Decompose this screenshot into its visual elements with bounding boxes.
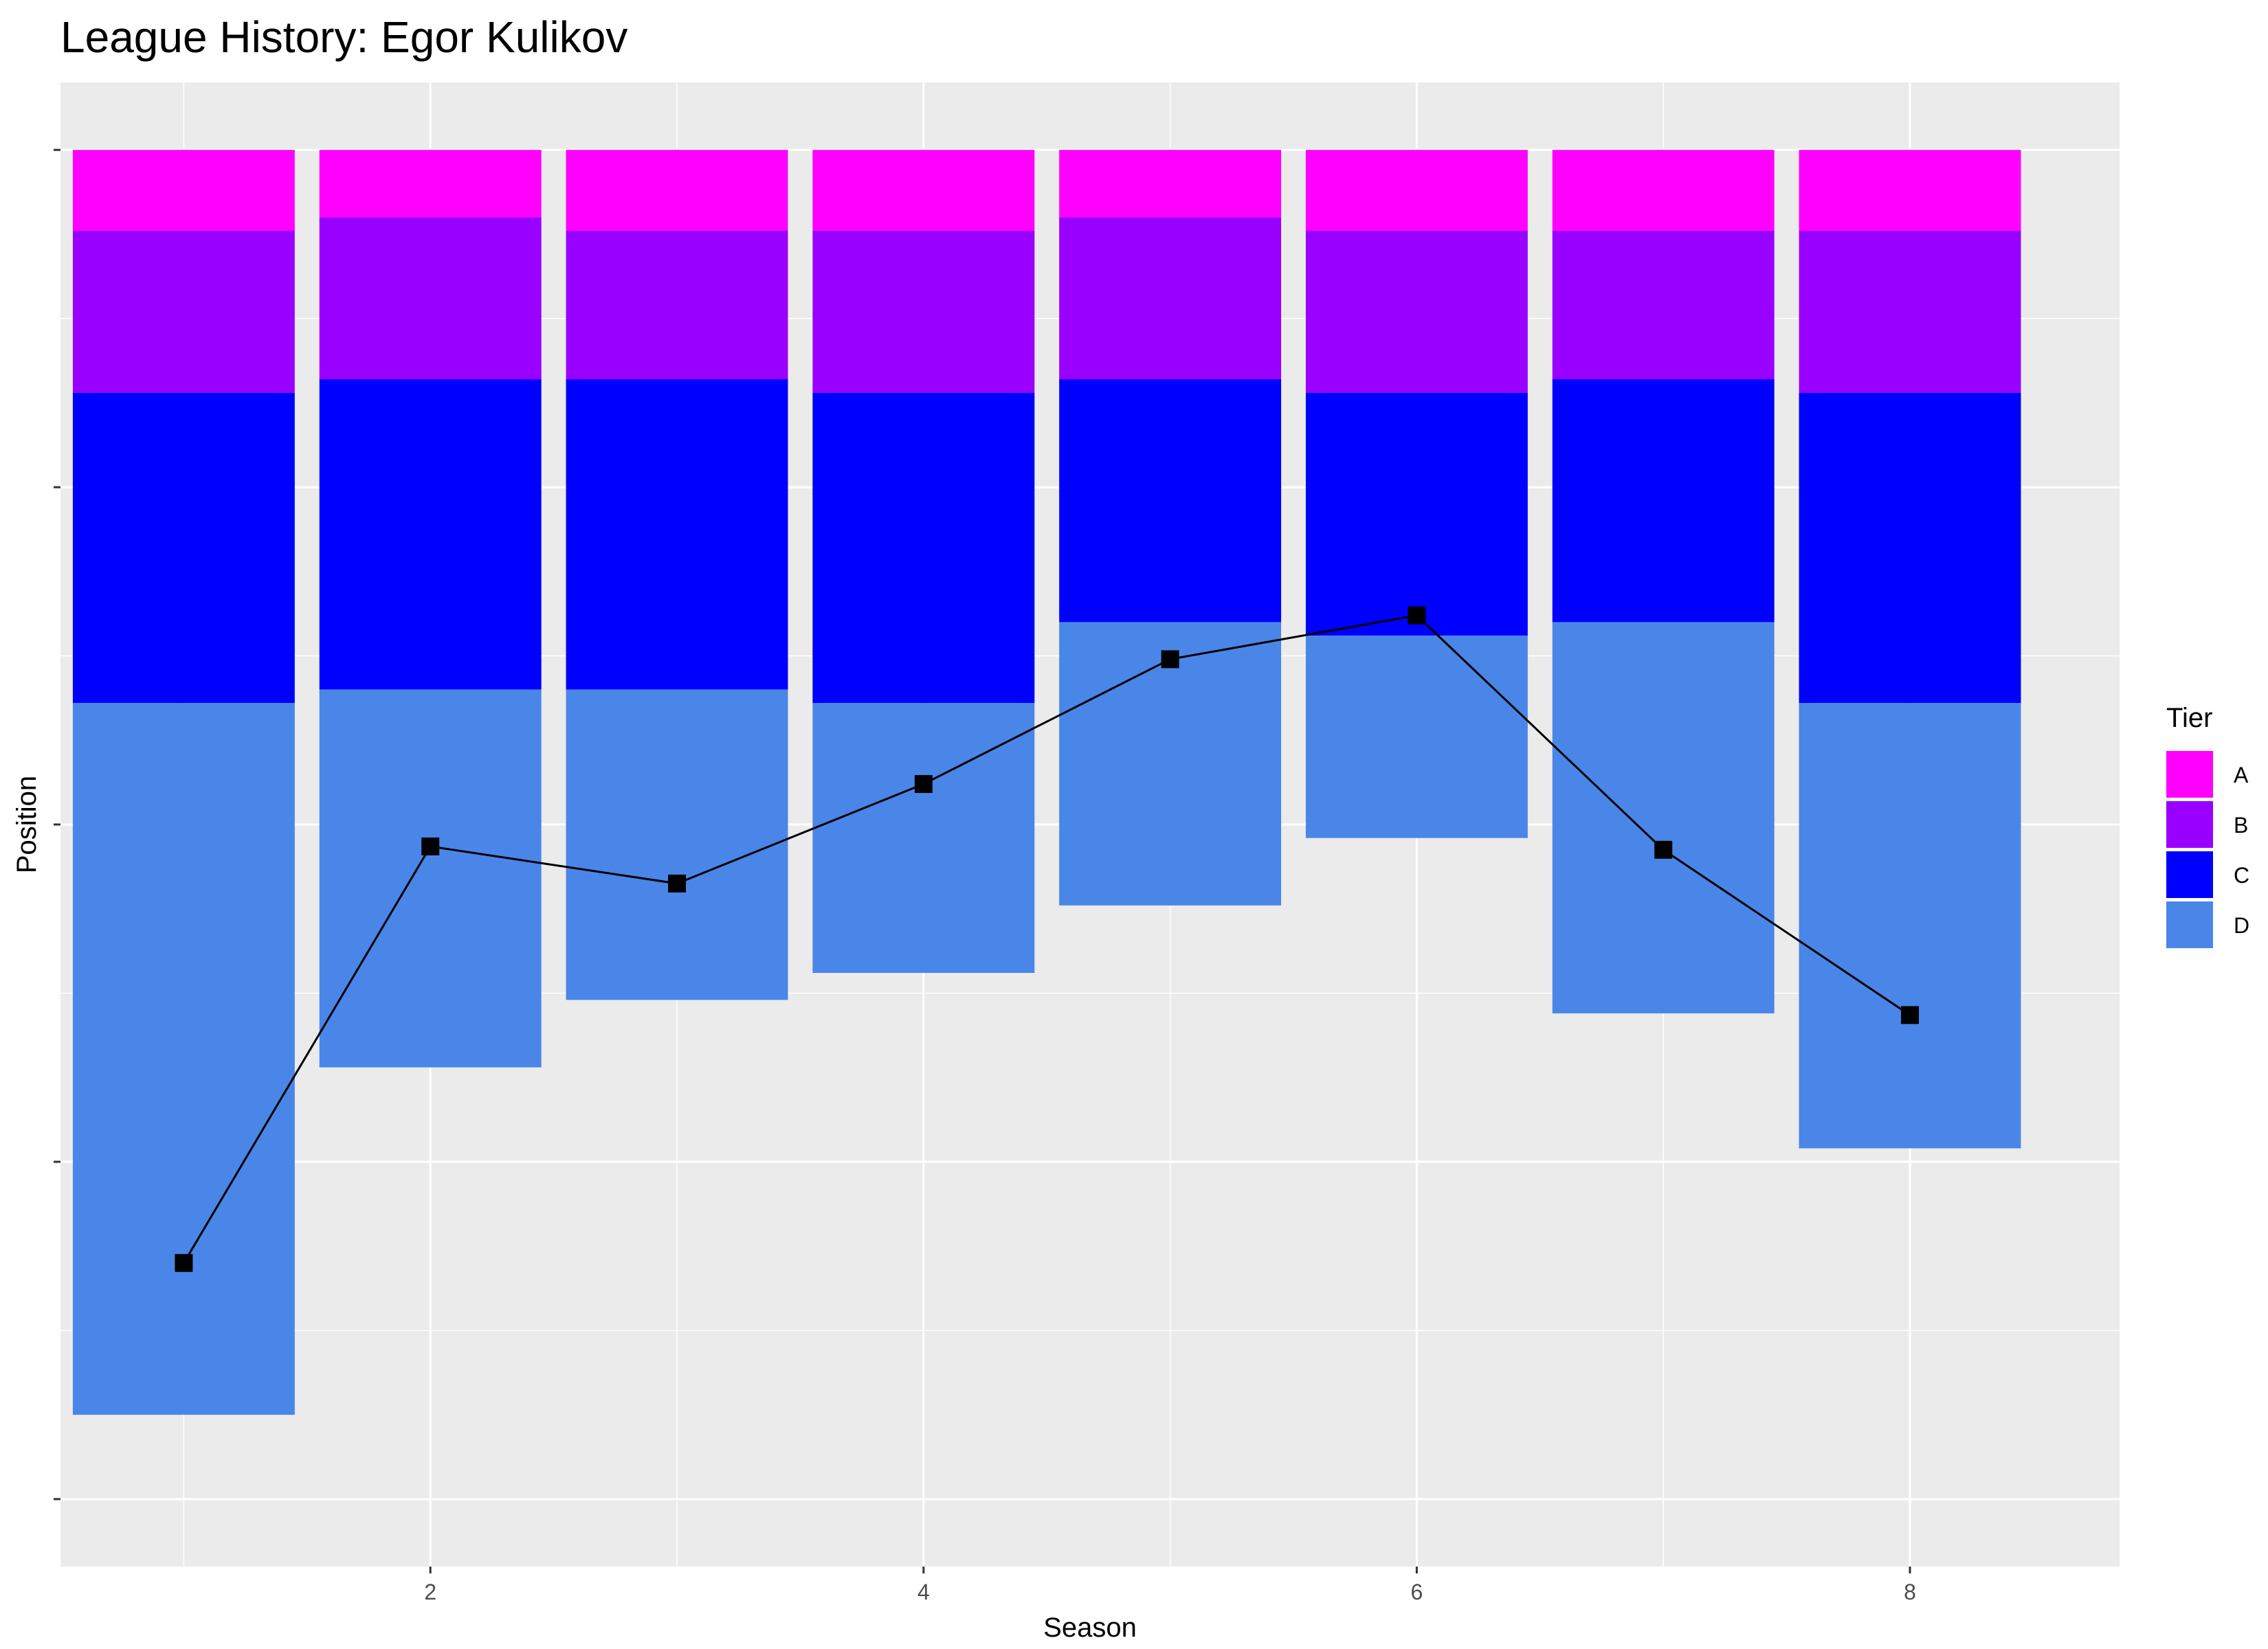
bar-segment-tier-c bbox=[1305, 392, 1528, 636]
x-tick-label: 2 bbox=[424, 1580, 436, 1604]
legend-key-b bbox=[2166, 801, 2213, 848]
position-point bbox=[1654, 840, 1673, 859]
bar-segment-tier-d bbox=[72, 703, 295, 1415]
x-tick-label: 8 bbox=[1904, 1580, 1916, 1604]
bar-segment-tier-a bbox=[319, 150, 542, 218]
legend-key-c bbox=[2166, 851, 2213, 898]
position-point bbox=[668, 874, 687, 893]
position-point bbox=[1901, 1006, 1920, 1024]
bar-segment-tier-c bbox=[1552, 379, 1775, 622]
bar-segment-tier-d bbox=[812, 703, 1035, 973]
legend-key-a bbox=[2166, 751, 2213, 798]
bar-segment-tier-a bbox=[1552, 150, 1775, 231]
position-line bbox=[183, 614, 1911, 1264]
bar-segment-tier-c bbox=[72, 392, 295, 704]
legend-key-d bbox=[2166, 901, 2213, 948]
bar-segment-tier-d bbox=[319, 689, 542, 1068]
bar-segment-tier-c bbox=[319, 379, 542, 690]
legend-label-b: B bbox=[2234, 813, 2248, 838]
position-point bbox=[175, 1254, 193, 1272]
bar-segment-tier-d bbox=[1305, 636, 1528, 838]
bar-segment-tier-c bbox=[1799, 392, 2021, 704]
legend-label-a: A bbox=[2234, 763, 2249, 787]
x-tick-label: 4 bbox=[918, 1580, 930, 1604]
legend-label-c: C bbox=[2234, 863, 2249, 888]
bar-segment-tier-b bbox=[1059, 217, 1282, 379]
x-tick-label: 6 bbox=[1411, 1580, 1423, 1604]
position-point bbox=[1161, 650, 1179, 669]
bar-segment-tier-b bbox=[1552, 231, 1775, 379]
bar-segment-tier-a bbox=[812, 150, 1035, 231]
bar-segment-tier-a bbox=[1799, 150, 2021, 231]
bar-segment-tier-b bbox=[72, 231, 295, 393]
y-axis bbox=[54, 148, 60, 1501]
bar-segment-tier-c bbox=[1059, 379, 1282, 622]
stacked-bars bbox=[72, 150, 2021, 1415]
position-point bbox=[421, 837, 440, 855]
bar-segment-tier-b bbox=[812, 231, 1035, 393]
bar-segment-tier-c bbox=[566, 379, 788, 690]
x-axis-title: Season bbox=[1043, 1613, 1137, 1643]
legend-label-d: D bbox=[2234, 913, 2249, 938]
bar-segment-tier-a bbox=[72, 150, 295, 231]
legend: Tier A BCD bbox=[2166, 703, 2249, 948]
position-point bbox=[914, 775, 933, 794]
legend-title: Tier bbox=[2166, 703, 2212, 733]
chart-title: League History: Egor Kulikov bbox=[60, 12, 627, 62]
bar-segment-tier-d bbox=[1552, 622, 1775, 1013]
bar-segment-tier-b bbox=[1799, 231, 2021, 393]
bar-segment-tier-d bbox=[1059, 622, 1282, 906]
position-line-layer bbox=[175, 606, 1920, 1272]
position-point bbox=[1408, 606, 1426, 625]
bar-segment-tier-b bbox=[1305, 231, 1528, 393]
bar-segment-tier-a bbox=[1059, 150, 1282, 218]
bar-segment-tier-b bbox=[319, 217, 542, 379]
x-axis: 2 4 6 8 bbox=[424, 1567, 1916, 1604]
y-axis-title: Position bbox=[12, 776, 42, 873]
bar-segment-tier-c bbox=[812, 392, 1035, 704]
bar-segment-tier-d bbox=[566, 689, 788, 1000]
bar-segment-tier-a bbox=[566, 150, 788, 231]
bar-segment-tier-b bbox=[566, 231, 788, 379]
bar-segment-tier-a bbox=[1305, 150, 1528, 231]
bar-segment-tier-d bbox=[1799, 703, 2021, 1149]
